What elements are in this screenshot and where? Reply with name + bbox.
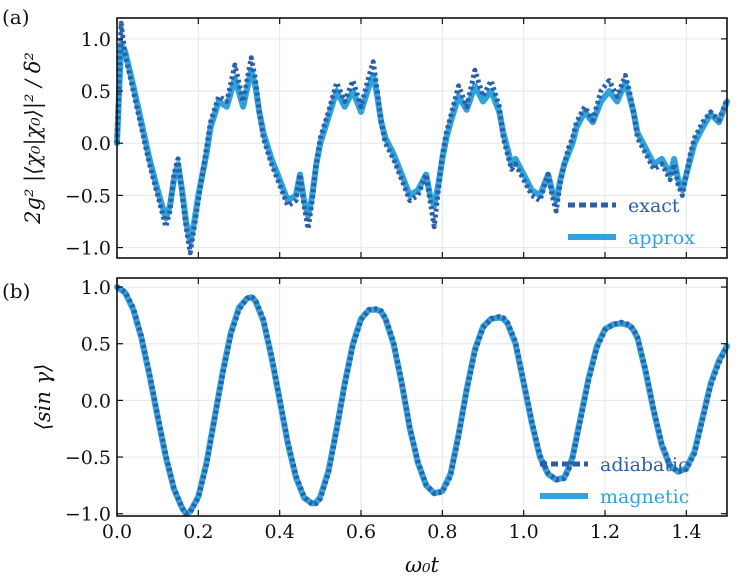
ticks-b: 0.0 0.2 0.4 0.6 0.8 1.0 1.2 1.4 −1.0 −0.5 0.0 0.5 1.…: [65, 277, 727, 543]
grid-a: [116, 18, 727, 258]
grid-b: [116, 278, 727, 516]
y-tick-label: −0.5: [65, 185, 111, 207]
x-tick-label: 0.6: [346, 521, 376, 543]
series-a: [114, 20, 730, 256]
y-tick-label: 0.0: [81, 133, 111, 155]
x-tick-label: 0.4: [265, 521, 295, 543]
x-tick-label: 0.2: [183, 521, 213, 543]
series-b: [114, 284, 730, 517]
series-adiabatic: [115, 284, 730, 517]
x-tick-label: 0.0: [102, 521, 132, 543]
legend-b: adiabatic magnetic: [540, 454, 689, 508]
y-axis-title-b: ⟨sin γ⟩: [31, 364, 55, 431]
x-tick-label: 1.0: [509, 521, 539, 543]
y-tick-label: 0.5: [81, 334, 111, 356]
series-exact: [114, 20, 730, 256]
y-tick-label: 1.0: [81, 29, 111, 51]
panel-b: 0.0 0.2 0.4 0.6 0.8 1.0 1.2 1.4 −1.0 −0.5 0.0 0.5 1.…: [2, 277, 730, 577]
plot-frame-b: [116, 277, 728, 517]
panel-label-a: (a): [2, 5, 30, 29]
x-axis-title: ω₀t: [405, 553, 440, 577]
panel-label-b: (b): [2, 279, 30, 303]
y-tick-label: 1.0: [81, 277, 111, 299]
y-tick-label: −0.5: [65, 447, 111, 469]
legend-a: exact approx: [568, 195, 695, 249]
y-tick-label: −1.0: [65, 504, 111, 526]
x-tick-label: 1.4: [671, 521, 701, 543]
y-tick-label: 0.0: [81, 390, 111, 412]
legend-exact-label: exact: [628, 195, 680, 217]
y-tick-label: −1.0: [65, 238, 111, 260]
plot-frame-a: [116, 17, 728, 259]
ticks-a: −1.0 −0.5 0.0 0.5 1.0: [65, 18, 727, 260]
x-tick-label: 0.8: [427, 521, 457, 543]
legend-adiabatic-label: adiabatic: [600, 454, 689, 476]
y-tick-label: 0.5: [81, 81, 111, 103]
y-axis-title-a: 2g² |⟨χ₀|χ₀⟩|² / δ²: [21, 52, 46, 225]
panel-a: −1.0 −0.5 0.0 0.5 1.0 exact approx (a) 2g² |…: [2, 5, 730, 260]
legend-approx-label: approx: [628, 227, 695, 249]
x-tick-label: 1.2: [590, 521, 620, 543]
legend-magnetic-label: magnetic: [600, 486, 689, 508]
